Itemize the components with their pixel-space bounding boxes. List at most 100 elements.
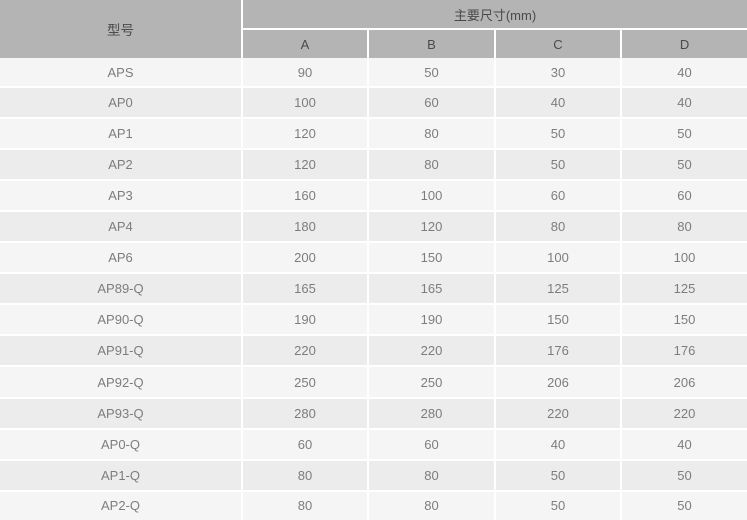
model-cell: AP91-Q	[0, 335, 243, 368]
dimensions-group-header: 主要尺寸(mm)	[242, 0, 747, 30]
dimension-cell: 150	[368, 242, 496, 275]
dimension-cell: 50	[368, 58, 496, 89]
table-row: AP6 200 150 100 100	[0, 242, 747, 275]
table-row: APS 90 50 30 40	[0, 58, 747, 89]
dimension-cell: 176	[495, 335, 622, 368]
table-row: AP0 100 60 40 40	[0, 87, 747, 120]
dimension-cell: 180	[242, 211, 369, 244]
table-row: AP89-Q 165 165 125 125	[0, 273, 747, 306]
model-cell: AP0	[0, 87, 243, 120]
dimension-cell: 50	[495, 118, 622, 151]
dimension-cell: 100	[621, 242, 747, 275]
dimension-cell: 80	[368, 149, 496, 182]
dimension-cell: 125	[621, 273, 747, 306]
dimension-cell: 50	[621, 118, 747, 151]
model-cell: AP93-Q	[0, 397, 243, 430]
dimension-cell: 120	[242, 149, 369, 182]
dimension-cell: 60	[368, 87, 496, 120]
model-column-header: 型号	[0, 0, 243, 58]
table-row: AP0-Q 60 60 40 40	[0, 428, 747, 461]
dimension-cell: 150	[621, 304, 747, 337]
dimension-cell: 50	[621, 490, 747, 520]
model-cell: AP2	[0, 149, 243, 182]
model-cell: APS	[0, 58, 243, 89]
dimension-cell: 100	[495, 242, 622, 275]
dimension-cell: 125	[495, 273, 622, 306]
dimension-cell: 80	[495, 211, 622, 244]
dimension-cell: 60	[621, 180, 747, 213]
dimension-cell: 280	[368, 397, 496, 430]
dimension-cell: 40	[495, 87, 622, 120]
dimension-cell: 165	[368, 273, 496, 306]
column-header-b: B	[368, 29, 496, 58]
dimension-cell: 220	[242, 335, 369, 368]
dimension-cell: 40	[621, 87, 747, 120]
dimension-cell: 90	[242, 58, 369, 89]
model-cell: AP1-Q	[0, 459, 243, 492]
table-row: AP4 180 120 80 80	[0, 211, 747, 244]
model-cell: AP92-Q	[0, 366, 243, 399]
table-row: AP93-Q 280 280 220 220	[0, 397, 747, 430]
dimension-cell: 60	[242, 428, 369, 461]
dimension-cell: 165	[242, 273, 369, 306]
dimension-cell: 60	[368, 428, 496, 461]
dimension-cell: 120	[368, 211, 496, 244]
header-group-row: 型号 主要尺寸(mm)	[0, 0, 747, 58]
dimension-cell: 80	[242, 490, 369, 520]
dimension-cell: 50	[621, 459, 747, 492]
model-cell: AP6	[0, 242, 243, 275]
dimension-cell: 200	[242, 242, 369, 275]
dimension-cell: 220	[368, 335, 496, 368]
dimension-cell: 40	[621, 428, 747, 461]
dimension-cell: 30	[495, 58, 622, 89]
dimension-cell: 40	[495, 428, 622, 461]
dimension-cell: 220	[495, 397, 622, 430]
table-row: AP2-Q 80 80 50 50	[0, 490, 747, 520]
dimension-cell: 80	[621, 211, 747, 244]
table-body: APS 90 50 30 40 AP0 100 60 40 40 AP1 120 80 50 50 AP2 12…	[0, 58, 747, 520]
dimension-cell: 220	[621, 397, 747, 430]
table-row: AP91-Q 220 220 176 176	[0, 335, 747, 368]
dimension-cell: 80	[368, 118, 496, 151]
dimension-cell: 80	[368, 490, 496, 520]
column-header-d: D	[621, 29, 747, 58]
dimension-cell: 190	[368, 304, 496, 337]
model-cell: AP0-Q	[0, 428, 243, 461]
dimension-cell: 100	[242, 87, 369, 120]
dimension-cell: 100	[368, 180, 496, 213]
dimension-cell: 176	[621, 335, 747, 368]
model-cell: AP2-Q	[0, 490, 243, 520]
table-row: AP3 160 100 60 60	[0, 180, 747, 213]
table-row: AP90-Q 190 190 150 150	[0, 304, 747, 337]
dimension-cell: 206	[495, 366, 622, 399]
model-cell: AP3	[0, 180, 243, 213]
table-row: AP1 120 80 50 50	[0, 118, 747, 151]
dimension-cell: 50	[495, 459, 622, 492]
dimension-cell: 160	[242, 180, 369, 213]
dimension-cell: 120	[242, 118, 369, 151]
model-cell: AP89-Q	[0, 273, 243, 306]
dimension-cell: 80	[242, 459, 369, 492]
dimension-cell: 190	[242, 304, 369, 337]
dimension-cell: 50	[495, 490, 622, 520]
table-row: AP2 120 80 50 50	[0, 149, 747, 182]
model-cell: AP90-Q	[0, 304, 243, 337]
dimension-cell: 250	[242, 366, 369, 399]
dimension-cell: 80	[368, 459, 496, 492]
dimension-cell: 60	[495, 180, 622, 213]
table-row: AP1-Q 80 80 50 50	[0, 459, 747, 492]
dimension-cell: 50	[495, 149, 622, 182]
dimension-cell: 206	[621, 366, 747, 399]
dimension-cell: 280	[242, 397, 369, 430]
dimension-cell: 50	[621, 149, 747, 182]
model-cell: AP4	[0, 211, 243, 244]
model-cell: AP1	[0, 118, 243, 151]
column-header-c: C	[495, 29, 622, 58]
table-row: AP92-Q 250 250 206 206	[0, 366, 747, 399]
column-header-a: A	[242, 29, 369, 58]
dimension-cell: 40	[621, 58, 747, 89]
dimension-cell: 250	[368, 366, 496, 399]
